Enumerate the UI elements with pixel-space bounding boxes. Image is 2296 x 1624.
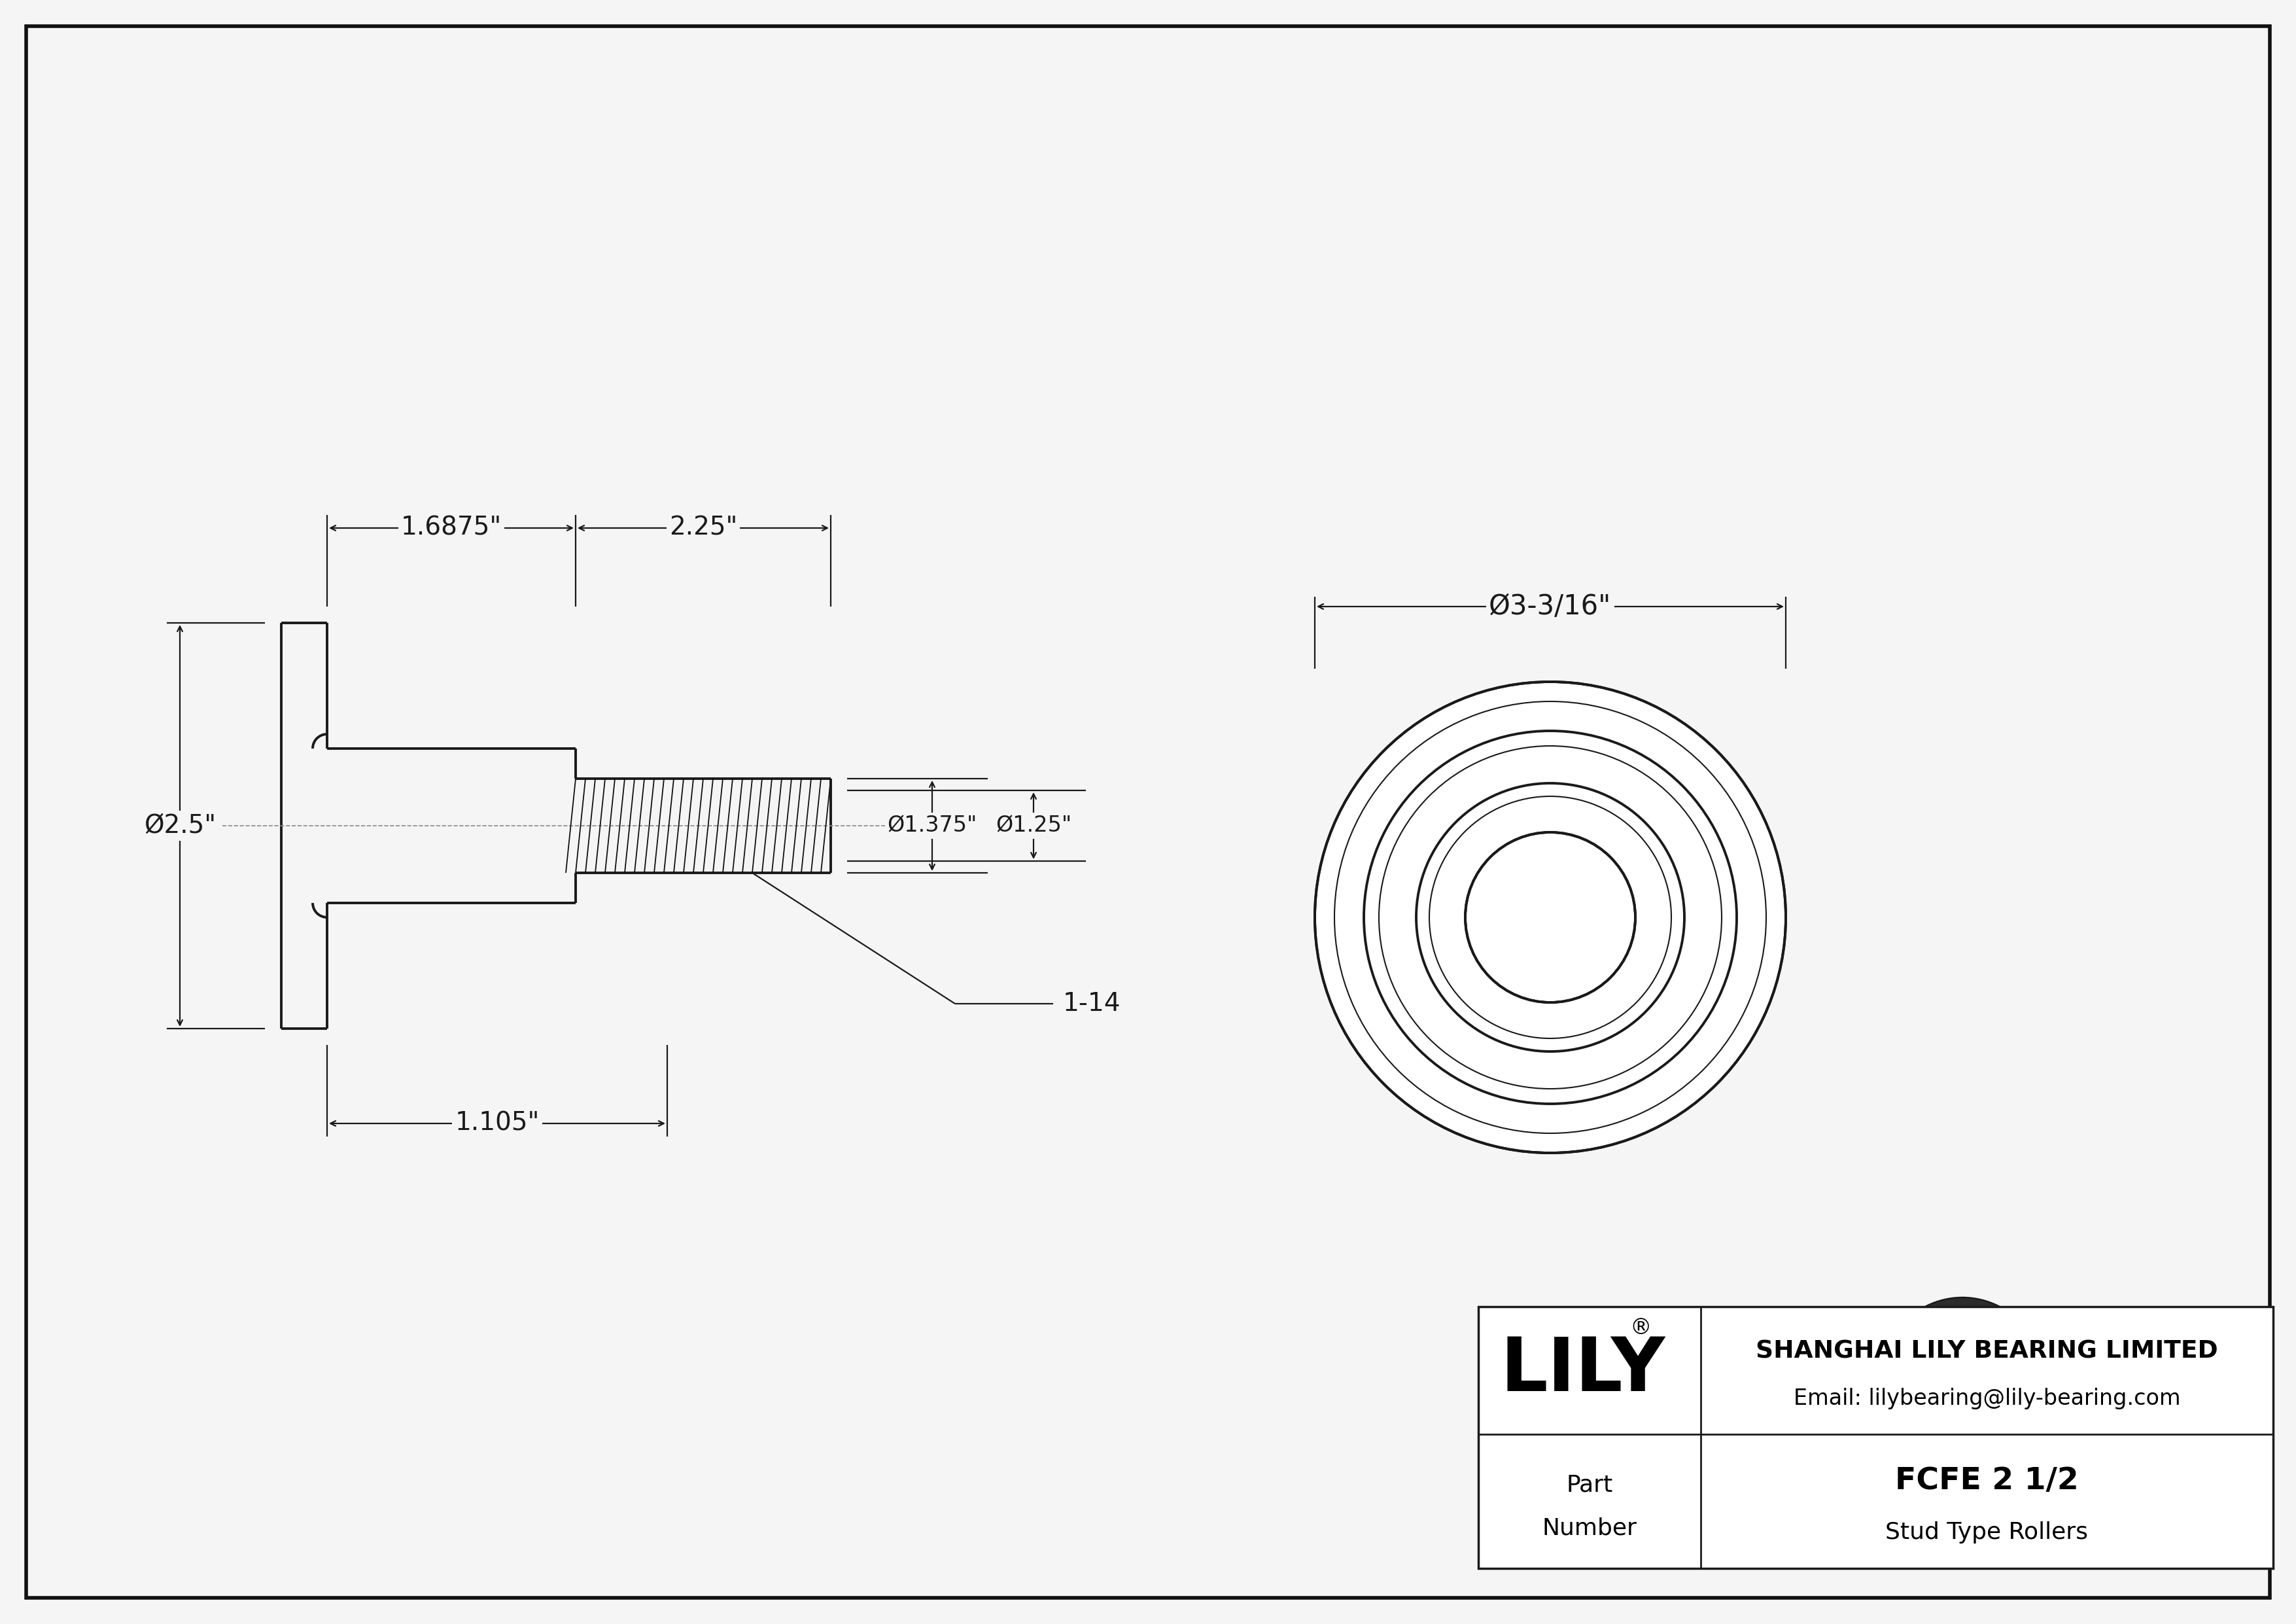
Text: Email: lilybearing@lily-bearing.com: Email: lilybearing@lily-bearing.com bbox=[1793, 1389, 2181, 1410]
Text: Ø3-3/16": Ø3-3/16" bbox=[1490, 593, 1612, 620]
Bar bbox=[1479, 1307, 2273, 1569]
Text: Ø1.25": Ø1.25" bbox=[996, 815, 1072, 836]
Text: Number: Number bbox=[1543, 1517, 1637, 1540]
Text: LILY: LILY bbox=[1499, 1335, 1665, 1406]
Text: 1-14: 1-14 bbox=[1063, 991, 1120, 1017]
Ellipse shape bbox=[1970, 1384, 2034, 1460]
Ellipse shape bbox=[1940, 1346, 2064, 1496]
Text: Stud Type Rollers: Stud Type Rollers bbox=[1885, 1522, 2089, 1543]
Text: FCFE 2 1/2: FCFE 2 1/2 bbox=[1894, 1466, 2078, 1496]
Text: SHANGHAI LILY BEARING LIMITED: SHANGHAI LILY BEARING LIMITED bbox=[1756, 1340, 2218, 1363]
Circle shape bbox=[1316, 682, 1786, 1153]
Circle shape bbox=[1465, 831, 1635, 1002]
Text: 1.6875": 1.6875" bbox=[402, 515, 503, 541]
Text: ®: ® bbox=[1630, 1317, 1651, 1338]
Polygon shape bbox=[1958, 1337, 2002, 1505]
Text: 1.105": 1.105" bbox=[455, 1111, 540, 1135]
Text: Ø2.5": Ø2.5" bbox=[145, 814, 216, 838]
Ellipse shape bbox=[1917, 1319, 2087, 1523]
Text: Part: Part bbox=[1566, 1475, 1612, 1496]
Text: 2.25": 2.25" bbox=[668, 515, 737, 541]
Text: Ø1.375": Ø1.375" bbox=[886, 815, 978, 836]
Polygon shape bbox=[1929, 1484, 1979, 1531]
Ellipse shape bbox=[1869, 1298, 2055, 1518]
Ellipse shape bbox=[1931, 1502, 1979, 1531]
